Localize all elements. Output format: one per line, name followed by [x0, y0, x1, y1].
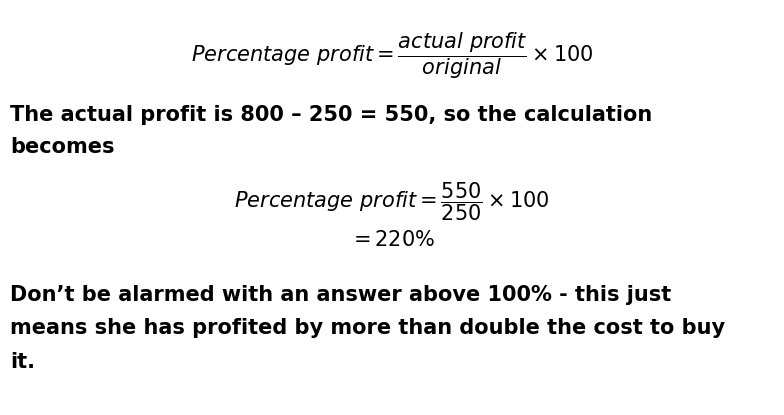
Text: The actual profit is 800 – 250 = 550, so the calculation: The actual profit is 800 – 250 = 550, so…: [10, 105, 652, 125]
Text: means she has profited by more than double the cost to buy: means she has profited by more than doub…: [10, 318, 725, 338]
Text: Don’t be alarmed with an answer above 100% - this just: Don’t be alarmed with an answer above 10…: [10, 285, 671, 305]
Text: $\mathit{Percentage\ profit} = \dfrac{\mathit{actual\ profit}}{\mathit{original}: $\mathit{Percentage\ profit} = \dfrac{\m…: [191, 30, 593, 81]
Text: it.: it.: [10, 352, 35, 372]
Text: $\mathit{Percentage\ profit} = \dfrac{550}{250} \times 100$: $\mathit{Percentage\ profit} = \dfrac{55…: [234, 180, 550, 222]
Text: becomes: becomes: [10, 137, 114, 157]
Text: $= 220\%$: $= 220\%$: [349, 230, 435, 250]
